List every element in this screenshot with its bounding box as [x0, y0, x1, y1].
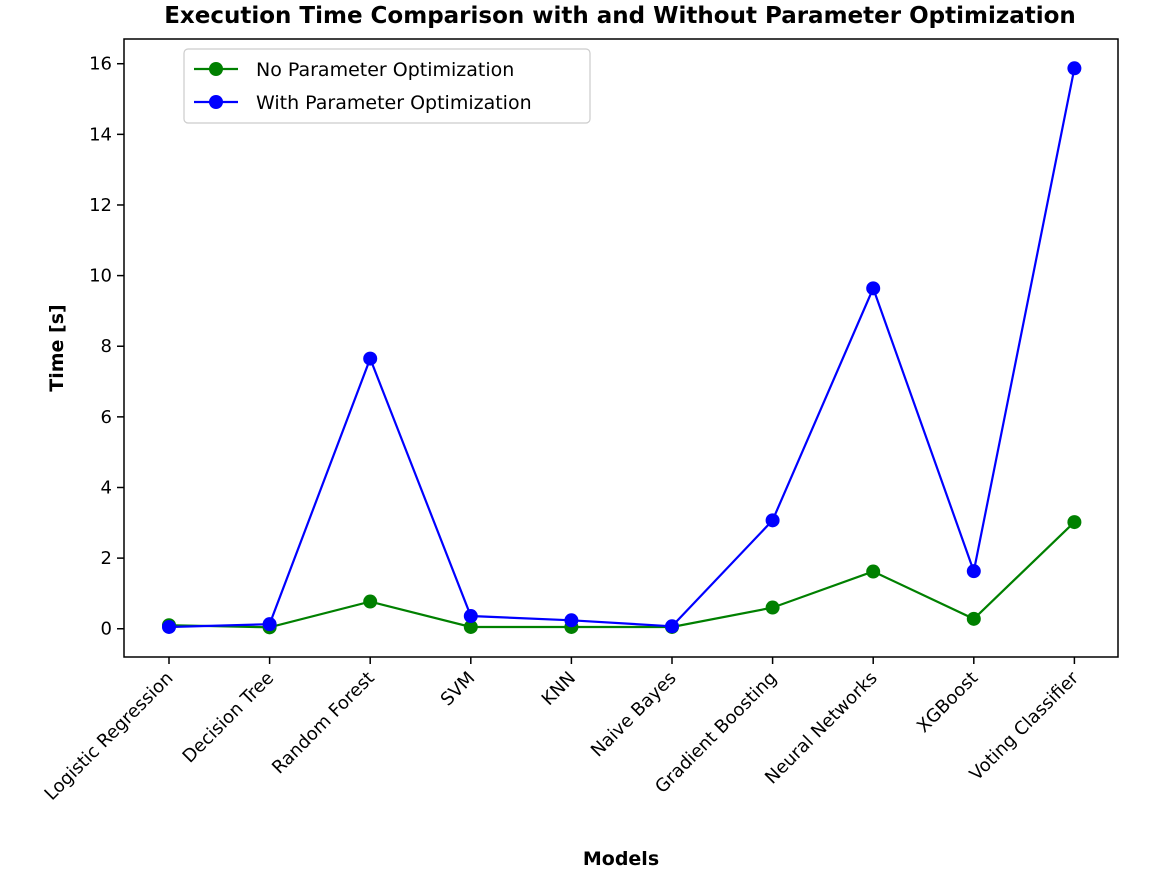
series-2-point: [463, 609, 478, 624]
y-tick-label: 2: [101, 548, 112, 569]
y-axis-label: Time [s]: [46, 304, 68, 391]
x-tick-label: Logistic Regression: [41, 668, 178, 805]
legend-label: No Parameter Optimization: [256, 59, 514, 81]
series-line-1: [168, 521, 1076, 629]
series-2-point: [665, 619, 679, 634]
y-tick-label: 12: [89, 195, 112, 216]
x-axis-label: Models: [583, 848, 659, 870]
legend-label: With Parameter Optimization: [256, 92, 532, 114]
y-tick-label: 10: [89, 266, 112, 287]
chart-title: Execution Time Comparison with and Witho…: [164, 3, 1076, 29]
y-tick-label: 14: [89, 124, 112, 145]
series-1-point: [363, 594, 378, 609]
series-1-point: [765, 600, 780, 615]
axes-frame: [123, 38, 1119, 658]
x-tick-label: Random Forest: [268, 668, 379, 779]
series-2-point: [966, 564, 981, 579]
series-line-2: [168, 68, 1076, 629]
x-tick-label: XGBoost: [913, 668, 982, 737]
series-1-point: [1067, 515, 1082, 530]
legend-box: [183, 48, 591, 124]
series-1-point: [463, 619, 478, 634]
x-tick-label: Decision Tree: [179, 668, 279, 768]
x-tick-label: KNN: [538, 668, 580, 710]
y-tick-label: 8: [101, 336, 112, 357]
y-tick-label: 6: [101, 407, 112, 428]
plot-area: 0 2 4 6 8 10 12 14 16 Logistic Regression Decision…: [41, 38, 1119, 805]
series-2-point: [262, 617, 277, 632]
series-2-point: [162, 619, 176, 634]
y-tick-label: 4: [101, 477, 112, 498]
legend: No Parameter Optimization With Parameter …: [183, 48, 591, 124]
series-2-point: [363, 351, 378, 366]
x-tick-label: Neural Networks: [761, 668, 882, 789]
series-1-point: [966, 611, 981, 626]
x-tick-label: Voting Classifier: [966, 667, 1084, 785]
series-2-point: [765, 513, 780, 528]
y-tick-label: 16: [89, 54, 112, 75]
x-tick-label: SVM: [437, 668, 480, 711]
y-tick-label: 0: [101, 619, 112, 640]
x-tick-label: Naive Bayes: [587, 668, 681, 762]
legend-marker: [209, 62, 223, 76]
series-2-point: [1067, 61, 1082, 76]
series-1-point: [866, 564, 881, 579]
series-2-point: [564, 613, 579, 628]
legend-marker: [209, 95, 223, 109]
series-2-point: [866, 281, 881, 296]
